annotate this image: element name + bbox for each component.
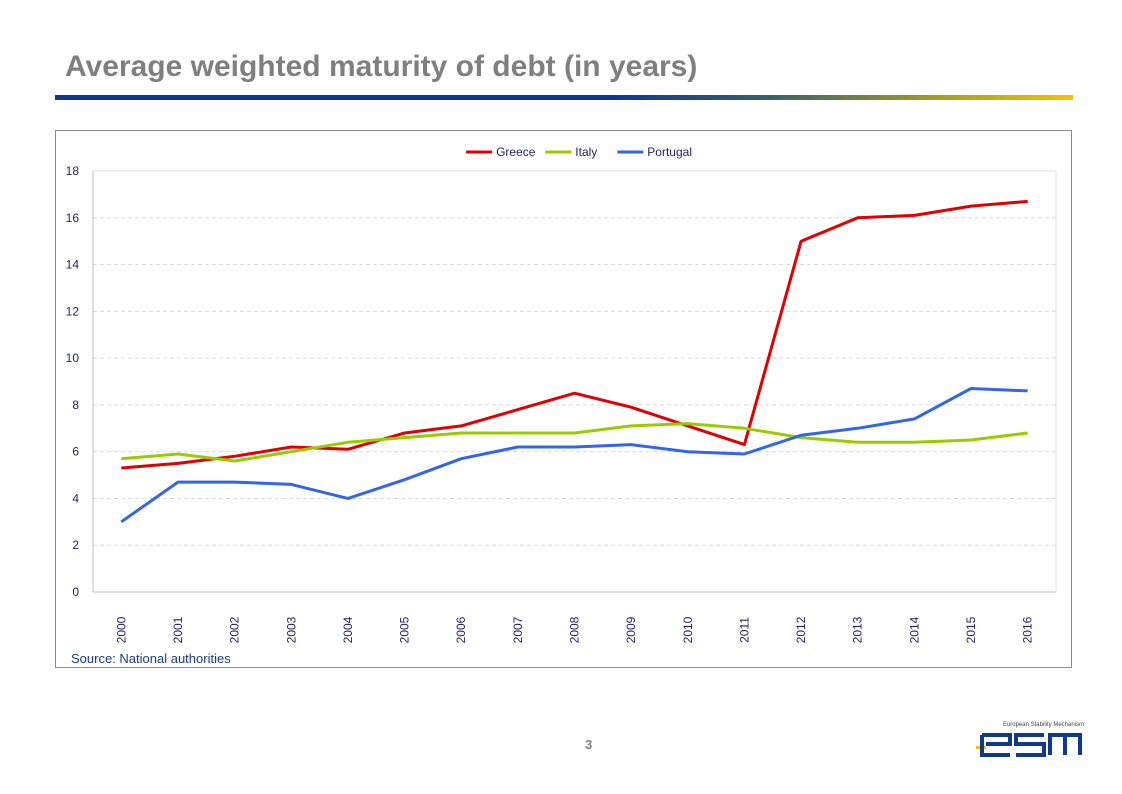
y-tick-label: 4 [72, 491, 79, 505]
y-tick-label: 8 [72, 398, 79, 412]
series-lines [120, 199, 1028, 524]
y-tick-label: 18 [66, 164, 80, 178]
chart-frame: 0 2 4 6 8 10 12 14 16 18 2000 2001 2002 2003 2004 2005… [55, 130, 1072, 668]
x-tick-label: 2003 [284, 616, 298, 643]
x-tick-label: 2012 [794, 616, 808, 643]
series-line-greece [121, 199, 1028, 470]
x-tick-label: 2007 [511, 616, 525, 643]
x-tick-label: 2014 [907, 616, 921, 643]
y-tick-labels: 0 2 4 6 8 10 12 14 16 18 [66, 164, 80, 599]
title-rule [55, 95, 1073, 100]
x-tick-label: 2004 [341, 616, 355, 643]
y-tick-label: 10 [66, 351, 80, 365]
source-note: Source: National authorities [71, 651, 231, 666]
legend-label: Portugal [647, 145, 692, 159]
series-line-portugal [120, 387, 1028, 524]
x-tick-label: 2005 [398, 616, 412, 643]
esm-logo: European Stability Mechanism [974, 722, 1084, 762]
y-tick-label: 14 [66, 258, 80, 272]
axes [92, 170, 1057, 593]
x-tick-label: 2015 [964, 616, 978, 643]
logo-caption: European Stability Mechanism [1002, 722, 1084, 728]
legend-item-greece: Greece [466, 145, 536, 159]
esm-logo-mark [976, 733, 1082, 757]
legend-item-italy: Italy [545, 145, 597, 159]
gridlines [93, 170, 1056, 546]
x-tick-label: 2009 [624, 616, 638, 643]
series-line-italy [121, 422, 1028, 463]
x-tick-label: 2008 [568, 616, 582, 643]
x-tick-labels: 2000 2001 2002 2003 2004 2005 2006 2007 2008 2009… [114, 616, 1034, 643]
y-tick-label: 16 [66, 211, 80, 225]
x-tick-label: 2006 [454, 616, 468, 643]
y-tick-label: 12 [66, 304, 80, 318]
slide-title: Average weighted maturity of debt (in ye… [65, 50, 698, 83]
x-tick-label: 2001 [171, 616, 185, 643]
y-tick-label: 2 [72, 538, 79, 552]
maturity-line-chart: 0 2 4 6 8 10 12 14 16 18 2000 2001 2002 2003 2004 2005… [66, 145, 1057, 643]
x-tick-label: 2011 [737, 617, 751, 643]
legend-label: Greece [496, 145, 536, 159]
x-tick-label: 2000 [114, 616, 128, 643]
page-number: 3 [585, 737, 593, 752]
legend-label: Italy [575, 145, 597, 159]
y-tick-label: 6 [72, 445, 79, 459]
legend-item-portugal: Portugal [617, 145, 692, 159]
x-tick-label: 2016 [1021, 616, 1035, 643]
y-tick-label: 0 [72, 585, 79, 599]
legend: Greece Italy Portugal [466, 145, 692, 159]
x-tick-label: 2002 [228, 616, 242, 643]
x-tick-label: 2013 [851, 616, 865, 643]
x-tick-label: 2010 [681, 616, 695, 643]
